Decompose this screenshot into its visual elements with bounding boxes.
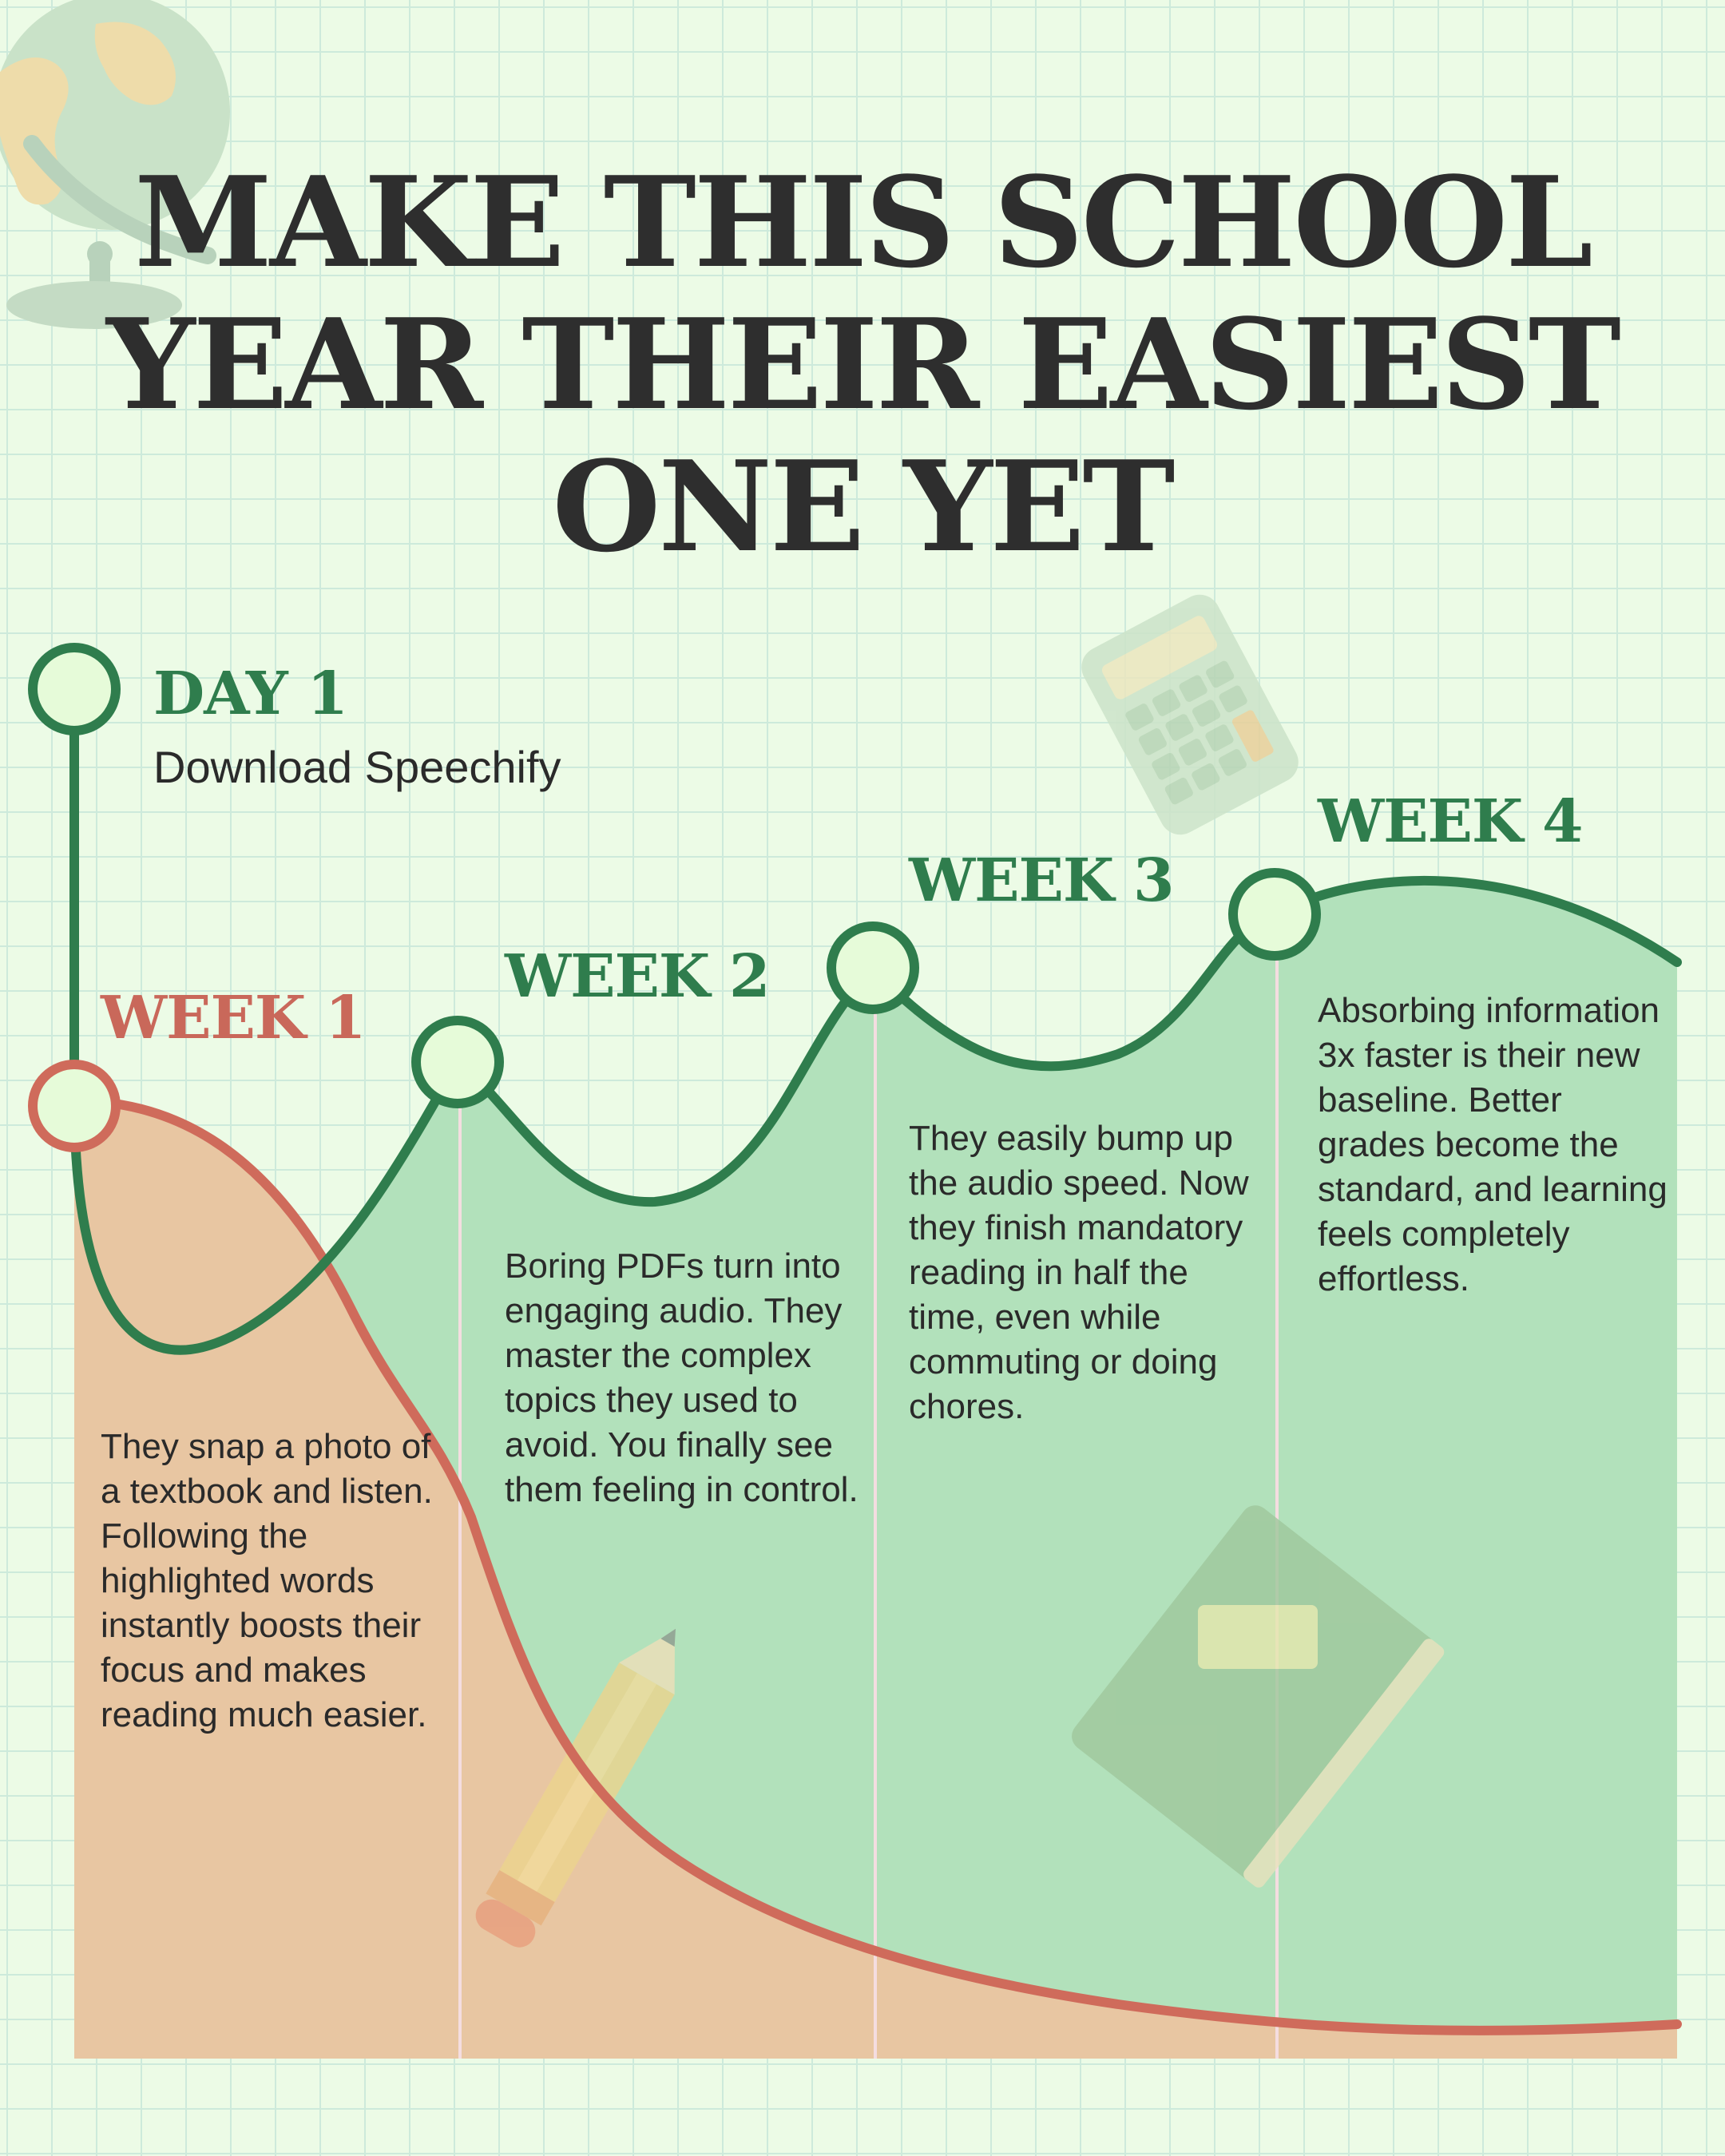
marker-day-1: [28, 643, 121, 735]
day-1-label: DAY 1: [153, 660, 348, 728]
week-2-description: Boring PDFs turn into engaging audio. Th…: [505, 1246, 859, 1509]
title-line-3: ONE YET: [552, 434, 1175, 580]
week-3-label: WEEK 3: [909, 846, 1174, 915]
book-icon: [1072, 1505, 1445, 1888]
pencil-icon: [475, 1628, 676, 1948]
marker-week-3: [827, 921, 919, 1014]
marker-week-1: [28, 1060, 121, 1152]
calculator-icon: [1081, 594, 1299, 835]
page-title: MAKE THIS SCHOOL YEAR THEIR EASIEST ONE …: [104, 152, 1621, 578]
week-1-description: They snap a photo of a textbook and list…: [101, 1427, 433, 1734]
day-1-subtitle: Download Speechify: [153, 742, 561, 792]
decline-line: [69, 1096, 1682, 2035]
title-line-2: YEAR THEIR EASIEST: [106, 291, 1621, 438]
week-1-label: WEEK 1: [101, 984, 366, 1052]
marker-week-4: [1228, 868, 1321, 961]
marker-week-2: [411, 1016, 504, 1108]
title-line-1: MAKE THIS SCHOOL: [134, 149, 1593, 295]
week-2-label: WEEK 2: [505, 942, 770, 1011]
globe-icon: [0, 0, 230, 329]
decline-area: [74, 1100, 1677, 2059]
week-4-label: WEEK 4: [1318, 787, 1583, 856]
week-3-description: They easily bump up the audio speed. Now…: [909, 1119, 1249, 1426]
week-4-description: Absorbing information 3x faster is their…: [1318, 991, 1668, 1298]
